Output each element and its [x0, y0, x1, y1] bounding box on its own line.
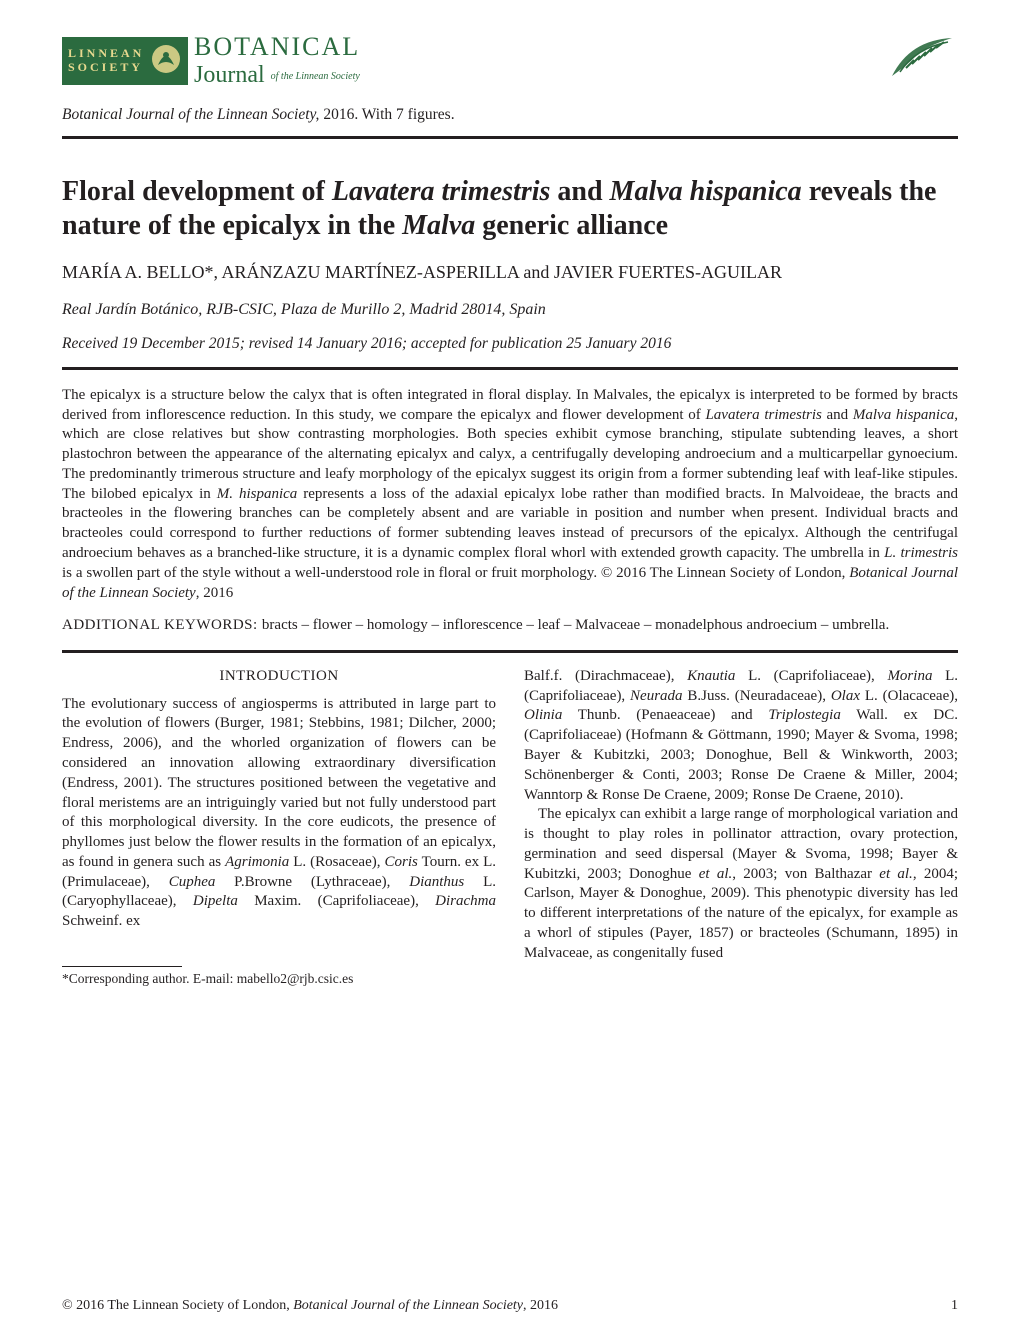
rule-after-dates — [62, 367, 958, 370]
keywords: ADDITIONAL KEYWORDS: bracts – flower – h… — [62, 615, 958, 635]
intro-text-2a: Balf.f. (Dirachmaceae), — [524, 668, 687, 684]
title-text-2: and — [550, 176, 609, 207]
affiliation: Real Jardín Botánico, RJB-CSIC, Plaza de… — [62, 301, 958, 319]
footnote-rule — [62, 966, 182, 967]
intro-text-3b: , 2003; von Balthazar — [732, 866, 879, 882]
title-text-1: Floral development of — [62, 176, 332, 207]
intro-para-1: The evolutionary success of angiosperms … — [62, 695, 496, 933]
intro-text-1b: L. (Rosaceae), — [289, 854, 384, 870]
article-title: Floral development of Lavatera trimestri… — [62, 175, 958, 243]
intro-genus-h6: Triplostegia — [768, 707, 841, 723]
intro-genus-5: Dipelta — [193, 893, 238, 909]
fern-icon — [886, 32, 958, 80]
linnean-society-badge: LINNEAN SOCIETY — [62, 37, 188, 85]
intro-para-2: The epicalyx can exhibit a large range o… — [524, 805, 958, 963]
journal-logo-line2: Journal of the Linnean Society — [194, 62, 360, 89]
body-columns: INTRODUCTION The evolutionary success of… — [62, 667, 958, 988]
journal-citation-name: Botanical Journal of the Linnean Society… — [62, 106, 319, 123]
abstract-text-5: is a swollen part of the style without a… — [62, 565, 849, 581]
intro-etal-2: et al. — [879, 866, 913, 882]
corresponding-author-footnote: *Corresponding author. E-mail: mabello2@… — [62, 970, 496, 988]
introduction-heading: INTRODUCTION — [62, 667, 496, 687]
page-number: 1 — [951, 1298, 958, 1314]
page-footer: © 2016 The Linnean Society of London, Bo… — [62, 1298, 958, 1314]
linnean-crest-icon — [148, 41, 184, 77]
footer-text-b: Botanical Journal of the Linnean Society — [293, 1298, 523, 1313]
intro-genus-h1: Knautia — [687, 668, 735, 684]
footer-text-c: , 2016 — [523, 1298, 558, 1313]
intro-text-2e: L. (Olacaceae), — [860, 688, 958, 704]
intro-etal-1: et al. — [699, 866, 733, 882]
intro-genus-4: Dianthus — [409, 874, 464, 890]
footer-copyright: © 2016 The Linnean Society of London, Bo… — [62, 1298, 558, 1314]
rule-top — [62, 136, 958, 139]
intro-genus-3: Cuphea — [169, 874, 216, 890]
intro-genus-h3: Neurada — [630, 688, 683, 704]
keywords-text: bracts – flower – homology – inflorescen… — [262, 617, 889, 633]
column-right: Balf.f. (Dirachmaceae), Knautia L. (Capr… — [524, 667, 958, 988]
journal-citation: Botanical Journal of the Linnean Society… — [62, 106, 958, 124]
keywords-label: ADDITIONAL KEYWORDS: — [62, 617, 262, 633]
column-left: INTRODUCTION The evolutionary success of… — [62, 667, 496, 988]
title-text-4: generic alliance — [475, 210, 668, 241]
title-species-1: Lavatera trimestris — [332, 176, 551, 207]
journal-title-logo: BOTANICAL Journal of the Linnean Society — [194, 32, 360, 89]
abstract-text-6: , 2016 — [196, 585, 234, 601]
intro-genus-6: Dirachma — [435, 893, 496, 909]
intro-text-2b: L. (Caprifoliaceae), — [735, 668, 887, 684]
intro-text-1d: P.Browne (Lythraceae), — [215, 874, 409, 890]
intro-text-1a: The evolutionary success of angiosperms … — [62, 696, 496, 870]
abstract: The epicalyx is a structure below the ca… — [62, 386, 958, 604]
abstract-species-3: M. hispanica — [217, 486, 298, 502]
abstract-species-4: L. trimestris — [884, 545, 958, 561]
intro-text-1f: Maxim. (Caprifoliaceae), — [238, 893, 435, 909]
intro-genus-h5: Olinia — [524, 707, 562, 723]
title-species-2: Malva hispanica — [610, 176, 802, 207]
abstract-species-1: Lavatera trimestris — [705, 407, 821, 423]
intro-genus-h4: Olax — [831, 688, 860, 704]
intro-text-2d: B.Juss. (Neuradaceae), — [683, 688, 831, 704]
title-species-3: Malva — [402, 210, 475, 241]
journal-logo-line1: BOTANICAL — [194, 32, 360, 62]
rule-after-keywords — [62, 650, 958, 653]
footer-text-a: © 2016 The Linnean Society of London, — [62, 1298, 293, 1313]
intro-text-2f: Thunb. (Penaeaceae) and — [562, 707, 768, 723]
intro-genus-2: Coris — [385, 854, 418, 870]
intro-genus-h2: Morina — [887, 668, 932, 684]
intro-para-1-cont: Balf.f. (Dirachmaceae), Knautia L. (Capr… — [524, 667, 958, 806]
intro-text-1g: Schweinf. ex — [62, 913, 140, 929]
authors: MARÍA A. BELLO*, ARÁNZAZU MARTÍNEZ-ASPER… — [62, 261, 958, 284]
article-dates: Received 19 December 2015; revised 14 Ja… — [62, 335, 958, 353]
journal-citation-rest: 2016. With 7 figures. — [319, 106, 454, 123]
journal-logo-subtitle: of the Linnean Society — [271, 71, 360, 82]
abstract-text-2: and — [822, 407, 853, 423]
intro-genus-1: Agrimonia — [225, 854, 289, 870]
publisher-logos: LINNEAN SOCIETY BOTANICAL Journal of the… — [62, 32, 360, 89]
page-header: LINNEAN SOCIETY BOTANICAL Journal of the… — [62, 32, 958, 96]
abstract-species-2: Malva hispanica — [853, 407, 954, 423]
journal-logo-journal-word: Journal — [194, 62, 265, 88]
